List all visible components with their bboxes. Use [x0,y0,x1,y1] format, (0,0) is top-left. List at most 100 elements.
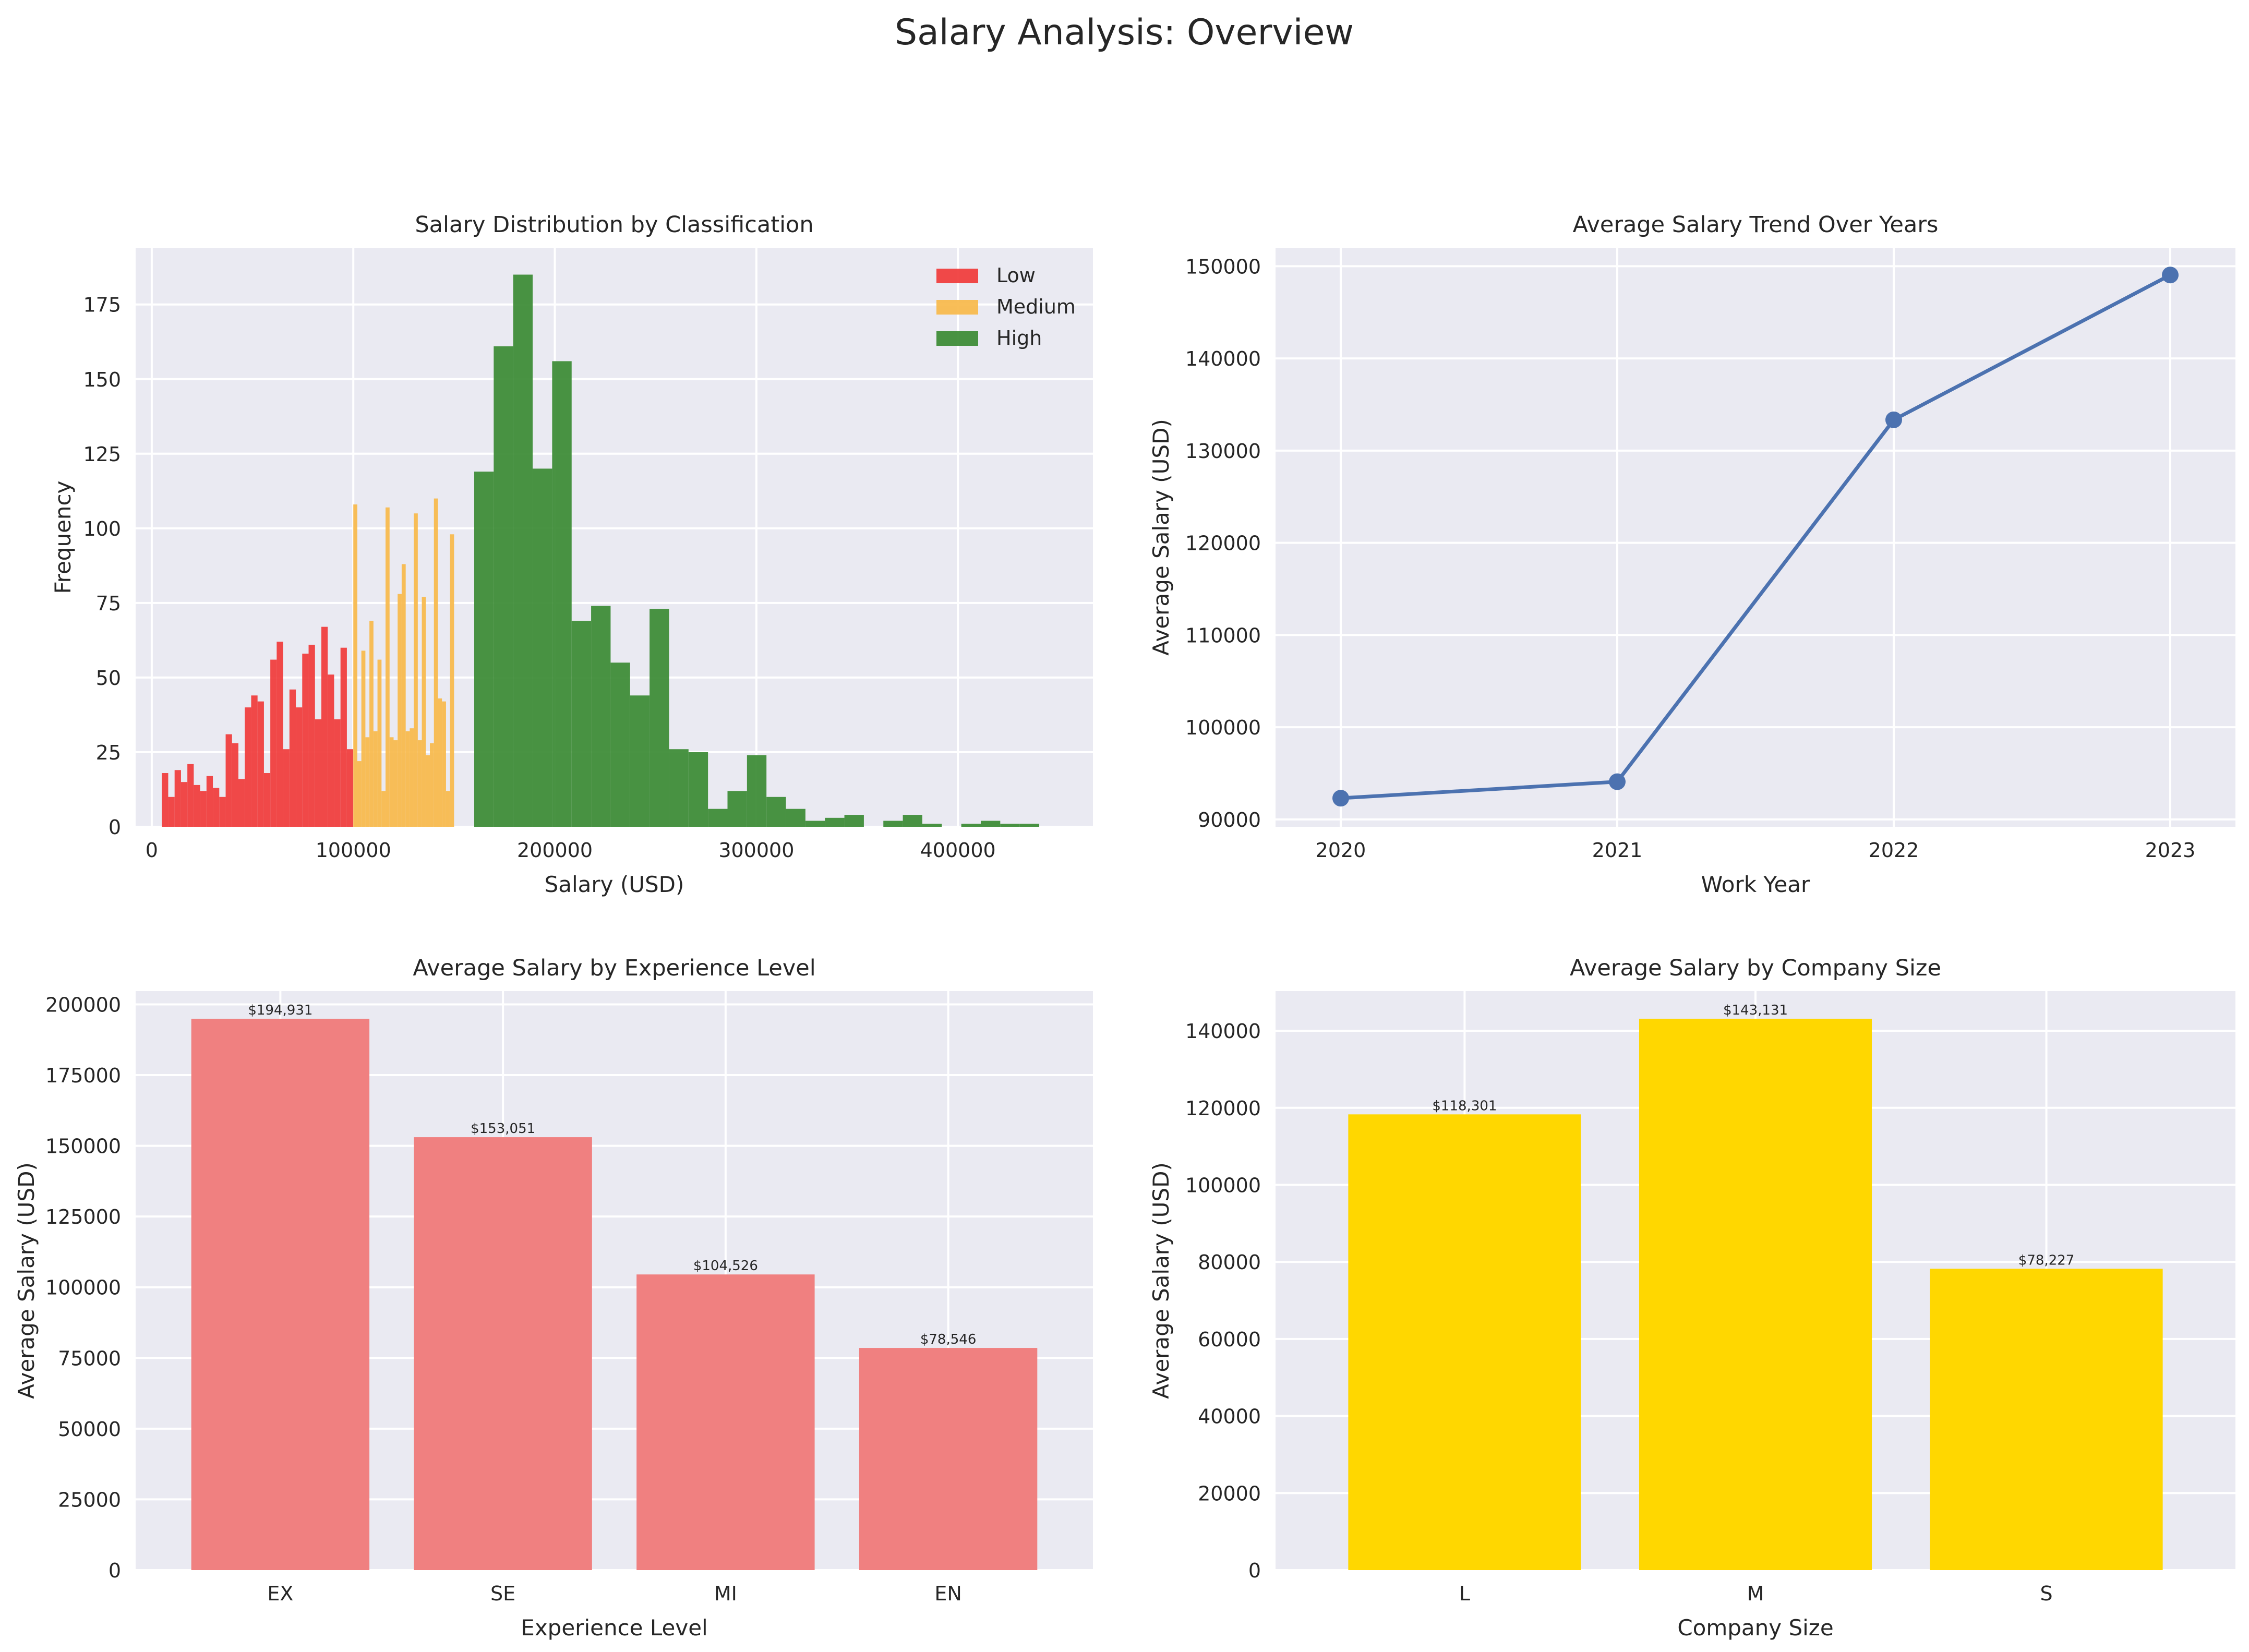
company-bar [1348,1114,1581,1570]
x-axis-label: Work Year [1701,872,1810,897]
histogram-bar-high [571,621,592,827]
histogram-bar-high [883,821,903,827]
y-tick-label: 150000 [1185,255,1261,278]
histogram-bar-low [328,674,334,827]
y-tick-label: 120000 [1185,1097,1261,1120]
histogram-bar-medium [422,597,426,827]
data-label: $194,931 [248,1003,312,1018]
histogram-bar-low [308,644,315,827]
histogram-bar-low [315,719,321,827]
histogram-bar-medium [369,621,374,827]
histogram-bar-high [669,749,689,827]
histogram-bar-low [245,707,251,827]
histogram-bar-medium [357,761,362,827]
x-tick-label: 0 [146,839,158,862]
legend-swatch [936,331,978,346]
experience-level-chart: Average Salary by Experience Level Exper… [14,955,1093,1641]
x-tick-label: MI [714,1582,737,1605]
legend-label: High [996,327,1042,349]
histogram-bar-medium [386,507,390,827]
histogram-bar-low [232,743,238,827]
y-tick-label: 40000 [1198,1405,1261,1428]
histogram-bar-low [194,785,200,827]
data-label: $104,526 [693,1258,758,1274]
histogram-bar-high [494,346,513,827]
histogram-bar-medium [389,737,394,827]
x-tick-label: EN [934,1582,961,1605]
histogram-bar-low [340,647,347,827]
histogram-bar-high [961,824,981,827]
trend-point [1332,790,1349,807]
y-tick-label: 75000 [58,1347,121,1370]
x-tick-label: 2021 [1592,839,1643,862]
histogram-bar-low [302,654,309,827]
y-axis-label: Frequency [50,481,76,594]
y-tick-label: 130000 [1185,440,1261,463]
y-tick-label: 0 [109,816,121,839]
histogram-bar-medium [365,737,370,827]
trend-line [1340,273,2171,800]
histogram-bar-medium [430,743,434,827]
histogram-bar-high [610,662,630,827]
histogram-bar-high [844,815,864,827]
histogram-bar-medium [393,740,398,827]
histogram-bar-medium [438,698,442,827]
histogram-bar-high [552,361,572,827]
y-tick-label: 0 [1248,1559,1261,1582]
histogram-bar-low [289,689,296,827]
experience-bar [859,1348,1038,1570]
experience-bar [191,1018,370,1570]
histogram-bar-high [533,468,552,827]
company-bar [1930,1269,2163,1570]
x-tick-label: 200000 [517,839,593,862]
y-tick-label: 100 [83,517,121,540]
chart-title: Average Salary by Experience Level [413,955,815,981]
histogram-bar-medium [417,740,422,827]
histogram-bar-low [257,701,264,827]
y-tick-label: 20000 [1198,1482,1261,1505]
histogram-bar-high [1000,824,1020,827]
x-axis-label: Company Size [1677,1615,1833,1641]
x-tick-label: 2022 [1869,839,1919,862]
histogram-bar-high [688,752,708,827]
histogram-bar-medium [446,791,450,827]
histogram-bar-low [276,642,283,827]
x-tick-label: 400000 [920,839,996,862]
histogram-bar-low [181,782,188,827]
histogram-bar-low [321,626,328,827]
y-tick-label: 100000 [1185,716,1261,739]
experience-bar [414,1137,592,1570]
salary-trend-chart: Average Salary Trend Over Years Work Yea… [1148,212,2235,897]
histogram-bar-low [219,797,226,827]
histogram-bar-medium [353,504,357,827]
histogram-bar-low [225,734,232,827]
company-size-chart: Average Salary by Company Size Company S… [1148,955,2235,1641]
histogram-bar-high [825,817,845,827]
y-tick-label: 50000 [58,1418,121,1441]
histogram-bar-high [474,472,494,827]
x-tick-label: EX [267,1582,293,1605]
histogram-bar-medium [377,659,382,827]
histogram-bar-high [708,809,728,827]
histogram-bar-high [766,797,786,827]
y-tick-label: 75 [96,592,121,615]
x-tick-label: SE [490,1582,515,1605]
y-tick-label: 0 [109,1559,121,1582]
histogram-bar-low [206,776,213,827]
x-axis-label: Experience Level [521,1615,707,1641]
histogram-bar-high [747,755,767,827]
x-axis-label: Salary (USD) [545,872,684,897]
histogram-bar-low [346,749,354,827]
plot-area [1276,248,2235,827]
y-tick-label: 140000 [1185,1020,1261,1043]
trend-point [2162,267,2179,284]
histogram-bar-high [786,809,805,827]
histogram-bar-low [296,707,303,827]
y-tick-label: 150000 [45,1135,121,1158]
histogram-bar-low [238,779,245,827]
histogram-bar-low [187,764,194,827]
histogram-bar-high [922,824,942,827]
y-axis-label: Average Salary (USD) [1148,1162,1174,1399]
histogram-bar-high [980,821,1001,827]
figure-title: Salary Analysis: Overview [895,12,1354,53]
